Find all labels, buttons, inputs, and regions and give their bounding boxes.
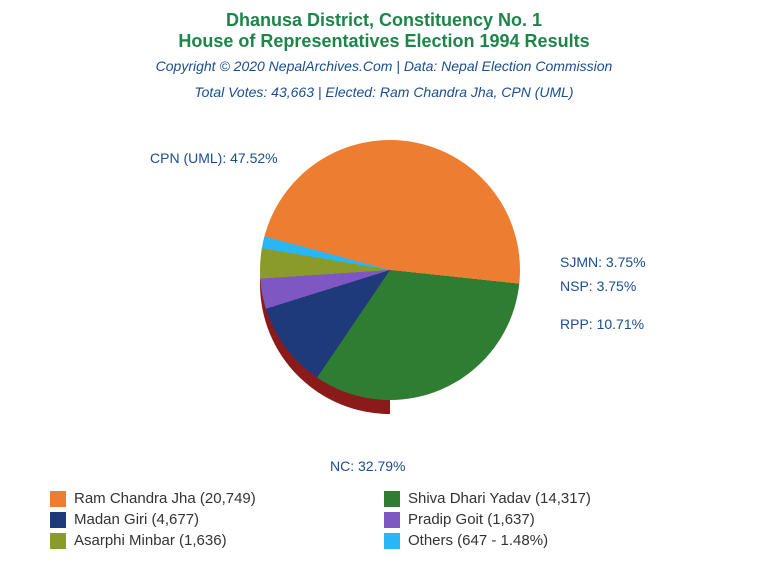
legend-text: Others (647 - 1.48%) bbox=[408, 532, 548, 549]
legend-item: Madan Giri (4,677) bbox=[50, 511, 384, 528]
legend-text: Shiva Dhari Yadav (14,317) bbox=[408, 490, 591, 507]
legend-swatch bbox=[50, 512, 66, 528]
legend-item: Shiva Dhari Yadav (14,317) bbox=[384, 490, 718, 507]
slice-label: RPP: 10.71% bbox=[560, 316, 644, 332]
pie bbox=[260, 140, 520, 400]
title-line-2: House of Representatives Election 1994 R… bbox=[0, 31, 768, 52]
legend-item: Others (647 - 1.48%) bbox=[384, 532, 718, 549]
legend-text: Pradip Goit (1,637) bbox=[408, 511, 535, 528]
summary-line: Total Votes: 43,663 | Elected: Ram Chand… bbox=[0, 84, 768, 100]
legend-swatch bbox=[384, 533, 400, 549]
slice-label: CPN (UML): 47.52% bbox=[150, 150, 278, 166]
legend-text: Asarphi Minbar (1,636) bbox=[74, 532, 227, 549]
legend-item: Pradip Goit (1,637) bbox=[384, 511, 718, 528]
pie-container bbox=[260, 140, 520, 400]
pie-chart bbox=[0, 100, 768, 440]
legend-text: Ram Chandra Jha (20,749) bbox=[74, 490, 256, 507]
legend-swatch bbox=[384, 491, 400, 507]
slice-label: NSP: 3.75% bbox=[560, 278, 636, 294]
legend-swatch bbox=[50, 533, 66, 549]
legend-swatch bbox=[50, 491, 66, 507]
legend-swatch bbox=[384, 512, 400, 528]
title-line-1: Dhanusa District, Constituency No. 1 bbox=[0, 10, 768, 31]
legend-item: Ram Chandra Jha (20,749) bbox=[50, 490, 384, 507]
slice-label: SJMN: 3.75% bbox=[560, 254, 646, 270]
slice-label: NC: 32.79% bbox=[330, 458, 405, 474]
copyright-line: Copyright © 2020 NepalArchives.Com | Dat… bbox=[0, 58, 768, 74]
legend-item: Asarphi Minbar (1,636) bbox=[50, 532, 384, 549]
legend-text: Madan Giri (4,677) bbox=[74, 511, 199, 528]
legend: Ram Chandra Jha (20,749) Shiva Dhari Yada… bbox=[50, 490, 718, 549]
